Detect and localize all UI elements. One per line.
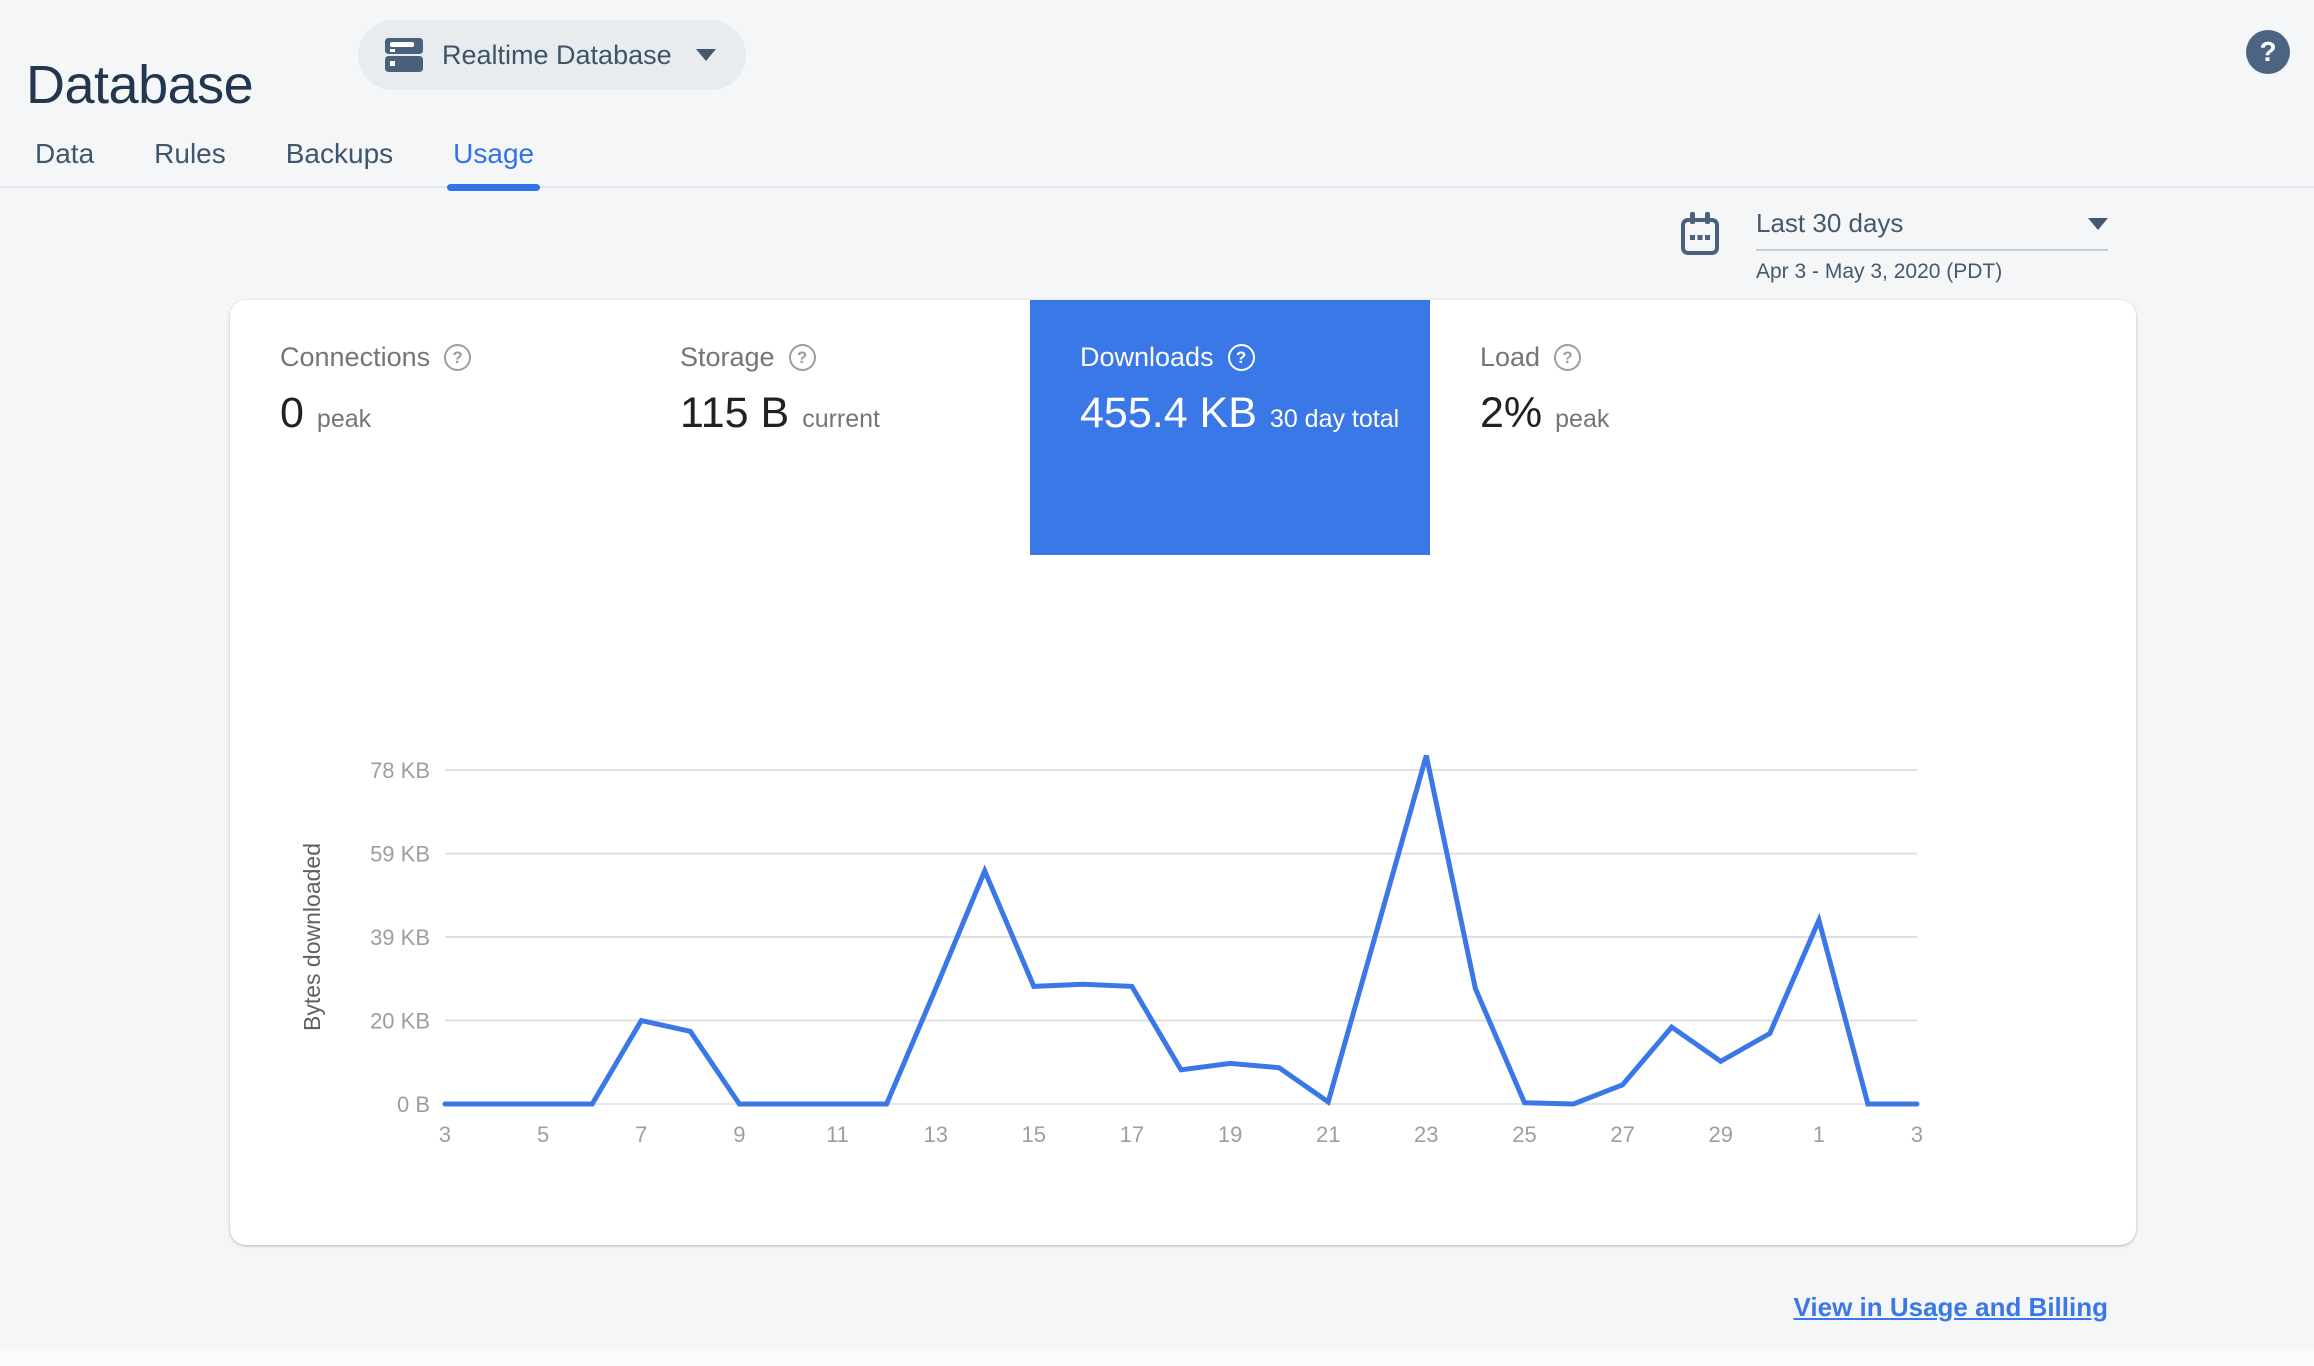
tab-rules[interactable]: Rules [154, 138, 226, 169]
chevron-down-icon [695, 49, 716, 61]
metric-label: Connections [280, 342, 431, 372]
database-picker-label: Realtime Database [442, 39, 672, 70]
metric-label: Storage [680, 342, 775, 372]
help-button[interactable]: ? [2246, 30, 2290, 74]
tabbar-divider [0, 186, 2314, 188]
metric-value: 115 B [680, 389, 790, 437]
metric-unit: 30 day total [1269, 405, 1400, 433]
metric-tile-load[interactable]: Load ? 2% peak [1430, 300, 1830, 555]
metric-label: Load [1480, 342, 1541, 372]
tabbar: Data Rules Backups Usage [35, 138, 541, 191]
metric-value: 455.4 KB [1080, 389, 1257, 437]
database-picker-dropdown[interactable]: Realtime Database [358, 20, 746, 90]
database-icon [384, 35, 424, 75]
metric-tile-downloads[interactable]: Downloads ? 455.4 KB 30 day total [1030, 300, 1430, 555]
metric-value: 2% [1480, 389, 1543, 437]
help-circle-icon[interactable]: ? [1227, 344, 1255, 371]
tab-backups[interactable]: Backups [285, 138, 394, 169]
metric-tile-storage[interactable]: Storage ? 115 B current [630, 300, 1030, 555]
tab-data[interactable]: Data [35, 138, 95, 169]
chevron-down-icon [2088, 217, 2108, 230]
help-circle-icon[interactable]: ? [444, 344, 472, 371]
metric-tile-connections[interactable]: Connections ? 0 peak [230, 300, 630, 555]
metric-value: 0 [280, 389, 304, 437]
question-mark-icon: ? [2259, 36, 2277, 67]
date-range-selector: Last 30 days Apr 3 - May 3, 2020 (PDT) [1680, 208, 2108, 284]
bottom-strip [0, 1351, 2314, 1366]
calendar-icon [1680, 212, 1720, 256]
metric-unit: peak [316, 405, 372, 433]
metric-unit: peak [1555, 405, 1610, 433]
metric-unit: current [802, 405, 880, 433]
page-title: Database [26, 55, 254, 116]
help-circle-icon[interactable]: ? [788, 344, 816, 371]
view-usage-billing-link[interactable]: View in Usage and Billing [1793, 1292, 2108, 1322]
help-circle-icon[interactable]: ? [1554, 344, 1582, 371]
tab-usage[interactable]: Usage [447, 138, 541, 191]
date-preset-dropdown[interactable]: Last 30 days [1756, 208, 2108, 251]
date-range-text: Apr 3 - May 3, 2020 (PDT) [1756, 260, 2003, 283]
date-preset-label: Last 30 days [1756, 208, 1904, 238]
metric-label: Downloads [1080, 342, 1214, 372]
